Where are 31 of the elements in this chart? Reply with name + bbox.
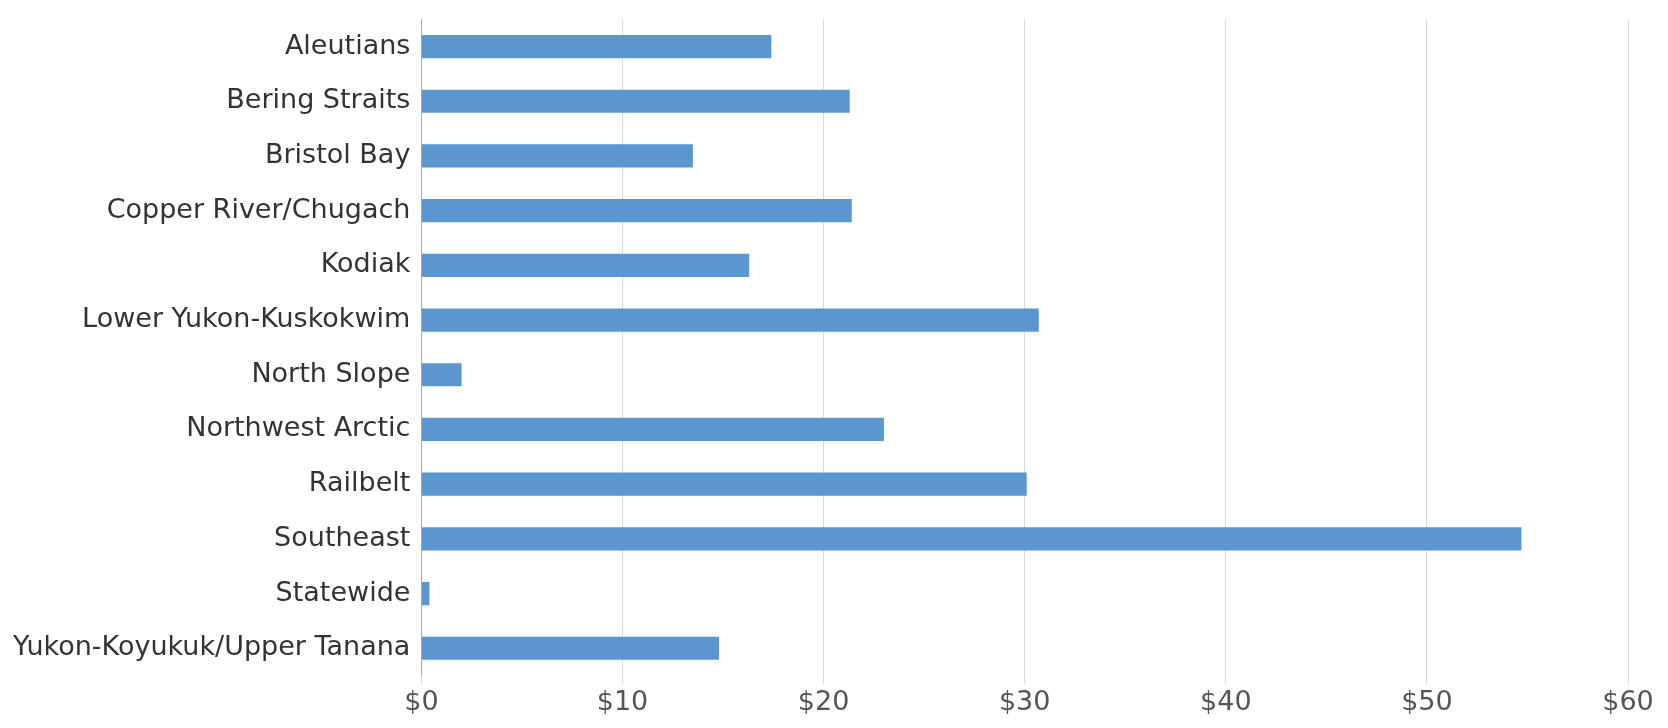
x-tick-label: $20 [797,684,850,716]
x-tick-label: $10 [596,684,649,716]
bar [421,308,1039,332]
bar [421,89,850,113]
bar [421,527,1522,551]
bar [421,144,693,168]
y-tick-label: Bristol Bay [264,137,411,169]
y-tick-label: Statewide [275,575,411,607]
bar [421,636,720,660]
y-tick-label: Southeast [274,520,411,552]
bar [421,199,852,223]
x-tick-label: $50 [1401,684,1453,716]
bar [421,253,750,277]
x-tick-label: $40 [1200,684,1252,716]
bar [421,581,430,606]
y-tick-label: Yukon-Koyukuk/Upper Tanana [11,630,411,662]
bar [421,417,884,442]
x-tick-label: $60 [1602,684,1654,716]
y-tick-label: Lower Yukon-Kuskokwim [82,302,411,334]
x-tick-label: $0 [404,684,439,716]
y-tick-label: Copper River/Chugach [106,192,411,224]
y-tick-label: Kodiak [320,247,411,279]
y-tick-label: Bering Straits [226,83,411,115]
y-tick-label: North Slope [251,356,411,388]
bar [421,363,462,387]
bar [421,472,1027,496]
x-tick-label: $30 [998,684,1051,716]
bar [421,34,772,59]
y-tick-label: Northwest Arctic [186,411,411,443]
y-tick-label: Aleutians [284,28,411,60]
y-tick-label: Railbelt [308,466,411,498]
